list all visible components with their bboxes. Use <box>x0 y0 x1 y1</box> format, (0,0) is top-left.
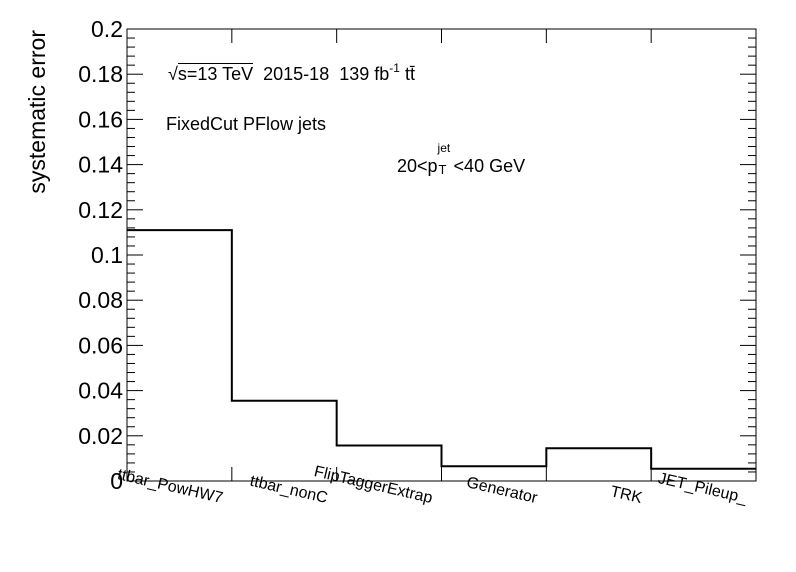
years-text: 2015-18 <box>263 64 330 84</box>
lumi-text: 139 fb <box>339 64 390 84</box>
y-axis-label: systematic error <box>24 30 50 194</box>
y-tick-label: 0.02 <box>78 423 123 449</box>
y-tick-label: 0.2 <box>91 16 123 42</box>
sqrt-symbol: √ <box>168 64 178 84</box>
lumi-exponent: -1 <box>389 61 400 75</box>
y-tick-label: 0.04 <box>78 378 123 404</box>
x-tick-label: ttbar_PowHW7 <box>116 466 225 507</box>
y-tick-label: 0.16 <box>78 106 123 132</box>
y-tick-label: 0.12 <box>78 197 123 223</box>
plot-frame <box>126 28 757 482</box>
x-axis-ticks <box>231 29 652 481</box>
x-tick-label: TRK <box>609 483 644 507</box>
y-tick-label: 0.08 <box>78 287 123 313</box>
pt-subscript: T <box>438 162 447 177</box>
pt-range-label: 20<p jet T <40 GeV <box>397 141 526 177</box>
jet-collection-label: FixedCut PFlow jets <box>166 114 327 134</box>
x-tick-label: FlipTaggerExtrap <box>312 463 434 507</box>
y-tick-label: 0.06 <box>78 332 123 358</box>
energy-lumi-label: √s=13 TeV 2015-18 139 fb-1 tt̄ <box>168 61 415 85</box>
y-tick-label: 0.1 <box>91 242 123 268</box>
energy-text: s=13 TeV <box>177 63 254 84</box>
y-tick-label: 0 <box>110 468 123 494</box>
pt-range-high: <40 GeV <box>453 156 526 176</box>
y-tick-label: 0.14 <box>78 152 123 178</box>
pt-superscript: jet <box>437 141 451 155</box>
y-tick-label: 0.18 <box>78 61 123 87</box>
x-tick-label: Generator <box>465 474 540 507</box>
pt-range-low: 20<p <box>397 156 438 176</box>
y-axis-ticks <box>127 28 756 482</box>
histogram-step-line <box>127 229 756 470</box>
x-tick-label: JET_Pileup_ <box>656 470 749 507</box>
process-text: tt̄ <box>404 64 415 84</box>
y-axis-tick-labels: 0 0.02 0.04 0.06 0.08 0.1 0.12 0.14 0.16 0.18 0.2 <box>78 16 123 494</box>
